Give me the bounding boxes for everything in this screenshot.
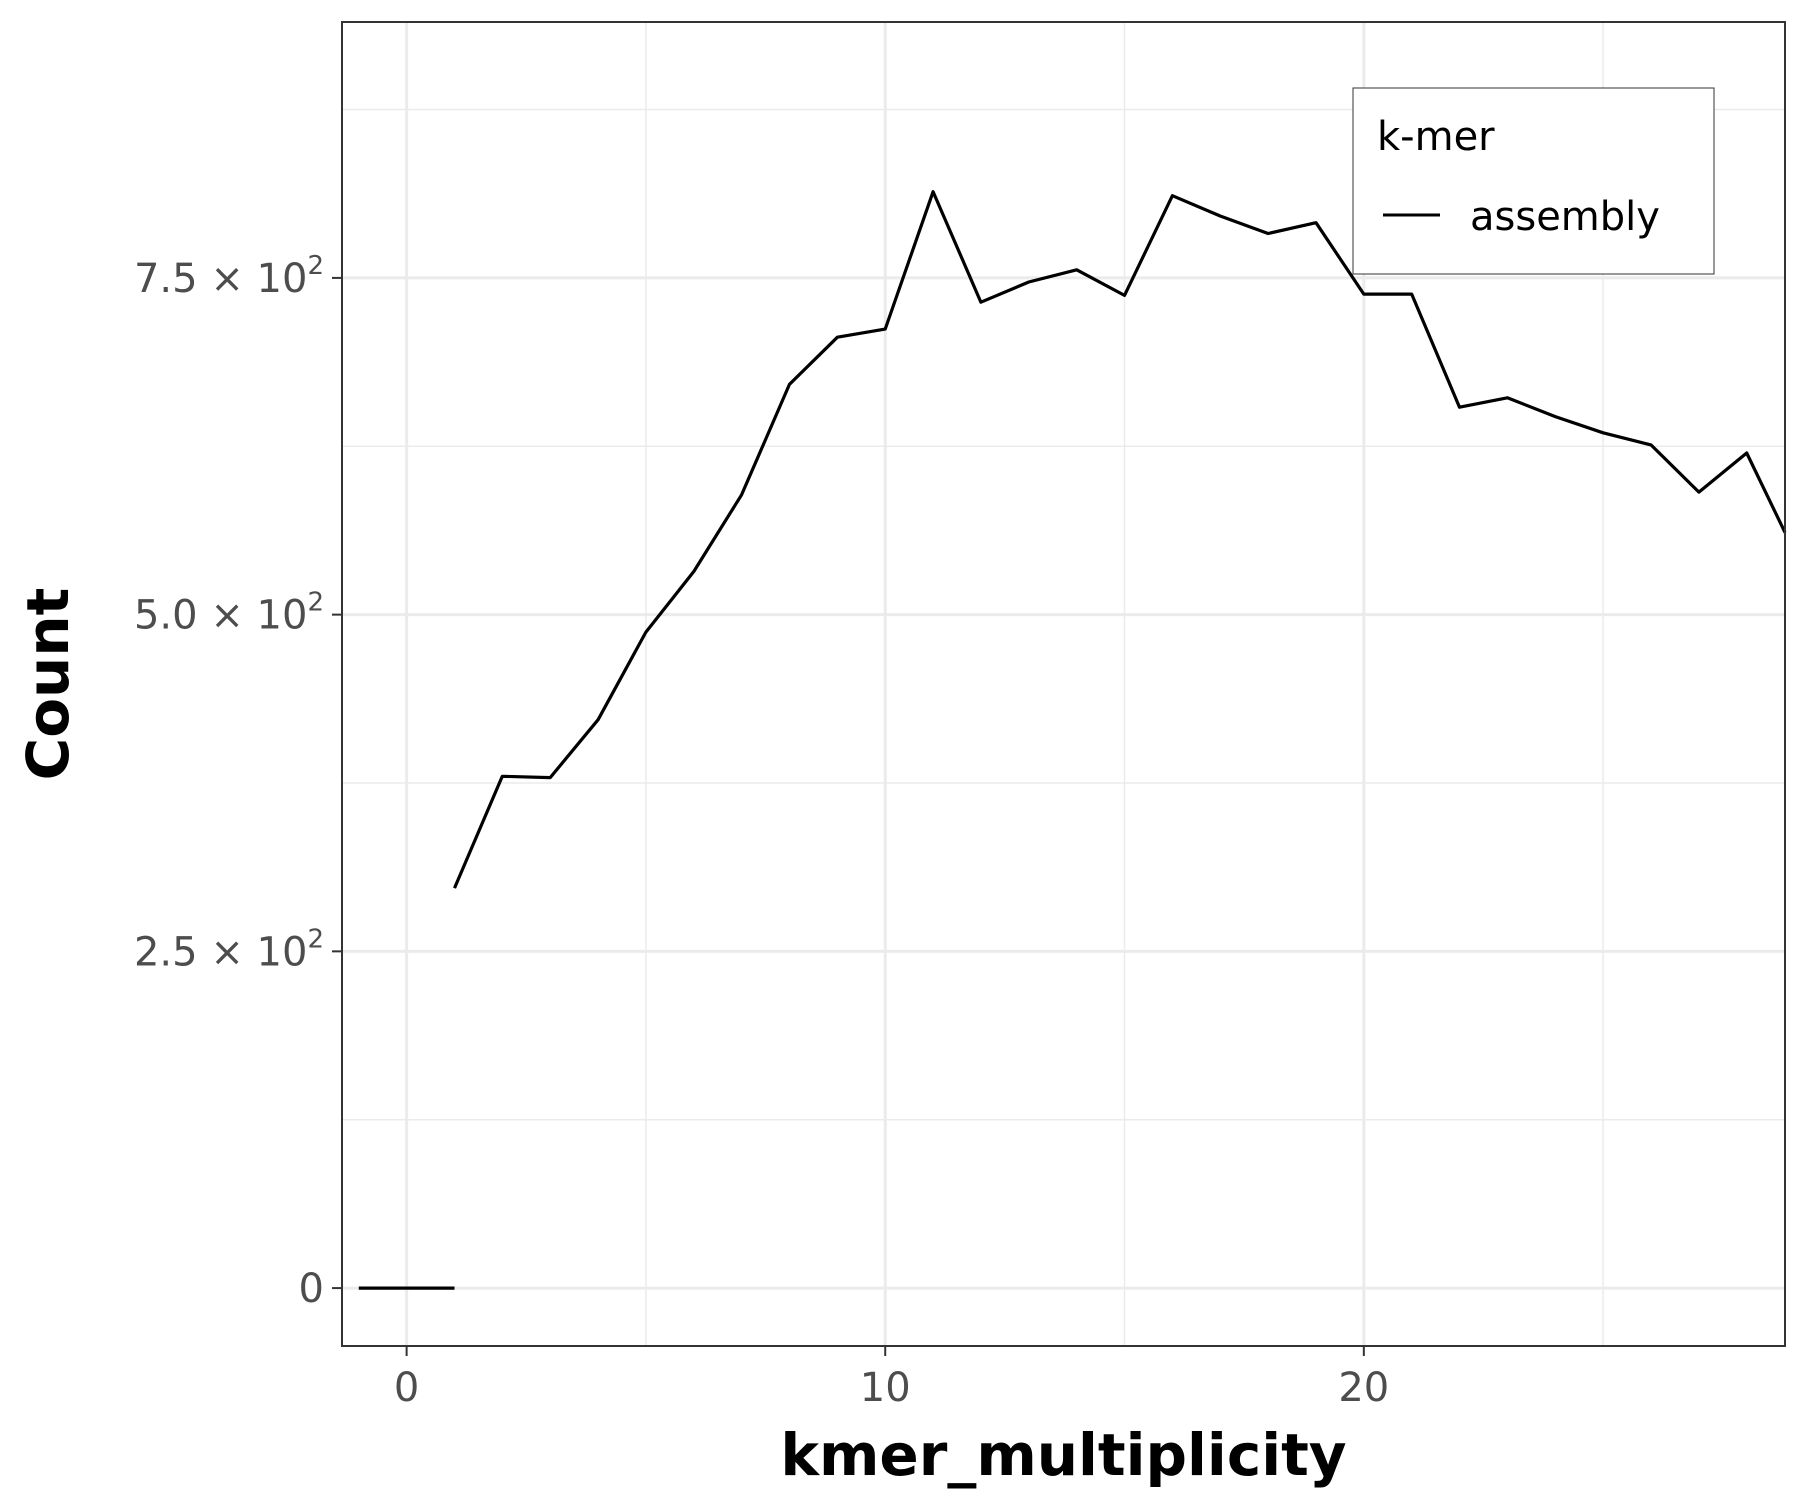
major-gridlines [342,22,1785,1346]
y-tick-mantissa: 5.0 × 10 [134,593,307,639]
x-tick-label: 0 [394,1365,419,1411]
legend-label-assembly: assembly [1470,194,1660,240]
x-axis-title: kmer_multiplicity [780,1421,1346,1489]
x-axis: 0 10 20 [394,1346,1389,1411]
y-tick-exponent: 2 [307,251,324,281]
y-tick-label: 2.5 × 102 [134,924,324,975]
y-tick-exponent: 2 [307,588,324,618]
y-tick-label: 0 [299,1266,324,1312]
y-tick-label: 7.5 × 102 [134,251,324,302]
legend-title: k-mer [1377,114,1495,160]
y-axis-title: Count [14,588,82,781]
y-tick-label: 5.0 × 102 [134,588,324,639]
y-tick-mantissa: 0 [299,1266,324,1312]
legend-box [1352,87,1715,275]
legend: k-mer assembly [1352,87,1715,275]
series-lines [358,190,1787,1290]
x-tick-label: 20 [1338,1365,1389,1411]
x-tick-label: 10 [860,1365,911,1411]
y-tick-mantissa: 7.5 × 10 [134,256,307,302]
y-tick-mantissa: 2.5 × 10 [134,929,307,975]
series-line-assembly [453,190,1787,889]
plot-panel-border [341,21,1786,1347]
y-tick-exponent: 2 [307,924,324,954]
